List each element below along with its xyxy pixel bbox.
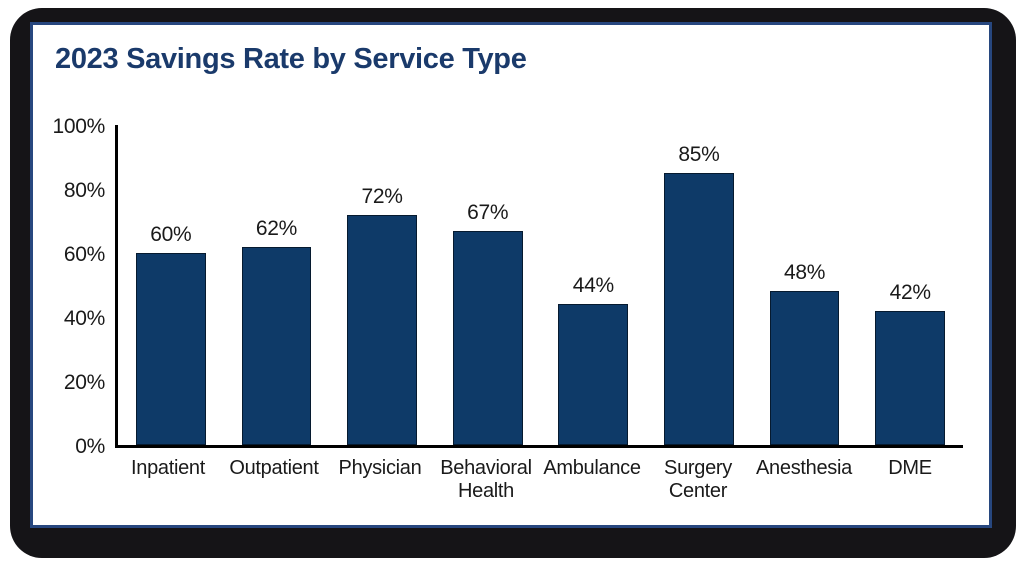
x-tick-label-physician: Physician xyxy=(338,457,422,479)
bar-value-label: 72% xyxy=(361,184,403,208)
bar-slot: 62% xyxy=(224,125,330,445)
y-tick-label: 100% xyxy=(52,115,105,138)
bar-value-label: 42% xyxy=(889,280,931,304)
bar-anesthesia xyxy=(769,291,840,445)
y-tick-label: 0% xyxy=(75,435,105,458)
bar-behavioral-health xyxy=(452,230,523,445)
x-tick-label-outpatient: Outpatient xyxy=(229,457,319,479)
bar-value-label: 44% xyxy=(572,274,614,298)
bar-slot: 44% xyxy=(541,125,647,445)
bar-slot: 42% xyxy=(857,125,963,445)
bar-slot: 72% xyxy=(329,125,435,445)
bar-slot: 60% xyxy=(118,125,224,445)
bar-value-label: 48% xyxy=(783,261,826,285)
bar-dme xyxy=(875,310,946,445)
bar-slot: 67% xyxy=(435,125,541,445)
x-tick-label-surgery-center: Surgery Center xyxy=(664,457,732,502)
x-tick-label-anesthesia: Anesthesia xyxy=(756,457,852,479)
bar-physician xyxy=(347,214,417,445)
bar-value-label: 60% xyxy=(150,223,192,246)
bar-outpatient xyxy=(241,246,312,445)
x-tick-label-behavioral-health: Behavioral Health xyxy=(440,457,532,502)
bar-slot: 48% xyxy=(752,125,858,445)
x-axis-category-labels: Inpatient Outpatient Physician Behavioral H… xyxy=(115,457,963,503)
bar-value-label: 67% xyxy=(467,200,509,224)
x-tick-label-ambulance: Ambulance xyxy=(543,457,641,479)
bar-value-label: 85% xyxy=(678,143,720,166)
y-tick-label: 20% xyxy=(63,371,105,394)
plot-area: 60% 62% 72% 67% 44% 85% 48% 42% xyxy=(115,125,963,448)
bar-value-label: 62% xyxy=(255,216,297,240)
chart-title: 2023 Savings Rate by Service Type xyxy=(55,43,527,75)
x-tick-label-inpatient: Inpatient xyxy=(130,457,206,479)
y-tick-label: 40% xyxy=(63,307,105,330)
bar-surgery-center xyxy=(664,173,734,445)
y-tick-label: 80% xyxy=(63,179,105,202)
x-tick-label-dme: DME xyxy=(888,457,932,479)
chart-card: 2023 Savings Rate by Service Type 0% 20% 4… xyxy=(30,22,992,528)
bar-ambulance xyxy=(558,304,629,445)
y-tick-label: 60% xyxy=(63,243,105,266)
bar-slot: 85% xyxy=(646,125,752,445)
bar-inpatient xyxy=(135,253,206,445)
